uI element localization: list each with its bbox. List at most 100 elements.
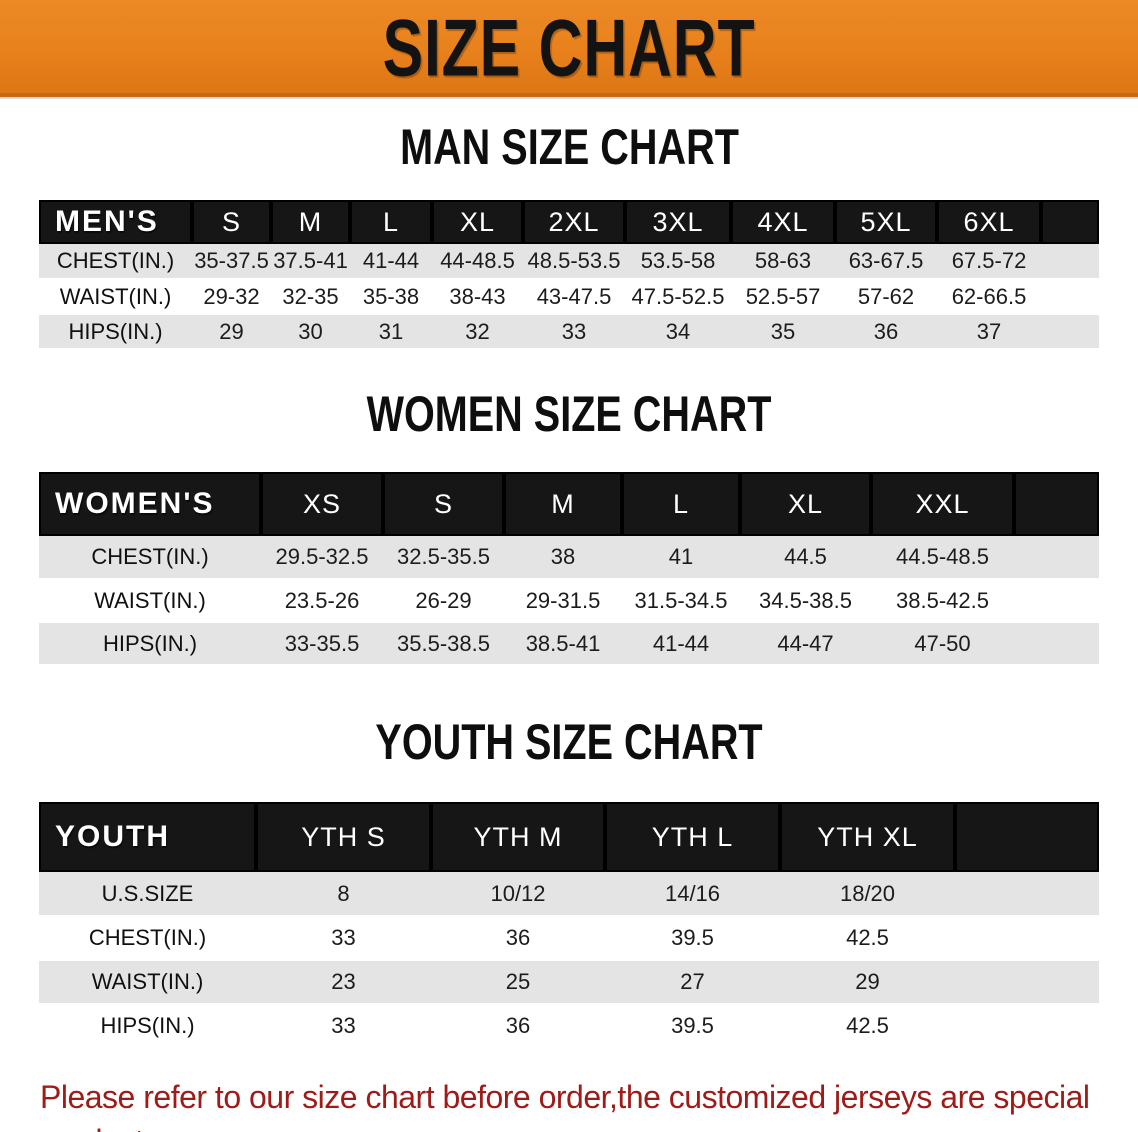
measurement-value: 38.5-42.5 bbox=[896, 587, 989, 613]
measurement-value: 18/20 bbox=[839, 880, 896, 906]
measurement-row-label: WAIST(IN.) bbox=[94, 587, 206, 613]
measurement-value: 29 bbox=[219, 318, 244, 344]
measurement-row: CHEST(IN.) 33 36 39.5 42.5 bbox=[39, 916, 1099, 960]
measurement-value: 57-62 bbox=[857, 283, 915, 309]
measurement-value: 39.5 bbox=[671, 925, 714, 950]
measurement-row: CHEST(IN.) 29.5-32.5 32.5-35.5 38 41 44.5 44.5… bbox=[39, 536, 1099, 579]
size-column-header: S bbox=[192, 200, 271, 244]
measurement-value: 29.5-32.5 bbox=[275, 544, 369, 569]
measurement-value: 31.5-34.5 bbox=[634, 587, 728, 613]
spacer-cell bbox=[955, 872, 1099, 916]
measurement-value: 30 bbox=[298, 318, 323, 344]
size-header-row: YOUTH YTH S YTH M YTH L YTH XL bbox=[39, 802, 1099, 872]
size-column-header: 3XL bbox=[625, 200, 731, 244]
measurement-row: HIPS(IN.) 33-35.5 35.5-38.5 38.5-41 41-44 44-… bbox=[39, 622, 1099, 665]
measurement-value: 43-47.5 bbox=[536, 283, 612, 309]
banner: SIZE CHART bbox=[0, 0, 1138, 97]
size-column-header: 2XL bbox=[523, 200, 625, 244]
measurement-value: 67.5-72 bbox=[951, 248, 1027, 273]
measurement-value: 23 bbox=[331, 969, 356, 994]
measurement-row-label: CHEST(IN.) bbox=[88, 925, 207, 950]
measurement-value: 47-50 bbox=[914, 630, 971, 656]
measurement-value: 44-48.5 bbox=[440, 248, 515, 273]
measurement-value: 47.5-52.5 bbox=[631, 283, 725, 309]
measurement-row-label: CHEST(IN.) bbox=[91, 544, 209, 569]
measurement-value: 25 bbox=[505, 969, 531, 994]
measurement-value: 33 bbox=[331, 925, 356, 950]
table-corner-label: MEN'S bbox=[39, 200, 192, 244]
spacer-cell bbox=[1014, 472, 1099, 536]
size-header-row: MEN'S S M L XL 2XL 3XL 4XL 5XL 6XL bbox=[39, 200, 1099, 244]
size-column-header: S bbox=[383, 472, 504, 536]
youth-section-title: YOUTH SIZE CHART bbox=[0, 715, 1138, 774]
measurement-value: 41 bbox=[668, 544, 694, 569]
measurement-value: 8 bbox=[337, 880, 350, 906]
measurement-row-label: WAIST(IN.) bbox=[59, 283, 172, 309]
spacer-cell bbox=[1041, 244, 1099, 279]
measurement-row-label: U.S.SIZE bbox=[101, 880, 194, 906]
size-column-header: YTH M bbox=[431, 802, 605, 872]
measurement-value: 14/16 bbox=[664, 880, 721, 906]
size-column-header: M bbox=[271, 200, 350, 244]
measurement-value: 38-43 bbox=[449, 283, 506, 309]
measurement-value: 38 bbox=[550, 544, 576, 569]
measurement-value: 42.5 bbox=[846, 925, 889, 950]
spacer-cell bbox=[955, 960, 1099, 1004]
notice-line-1: Please refer to our size chart before or… bbox=[40, 1079, 1090, 1132]
measurement-value: 38.5-41 bbox=[525, 630, 601, 656]
spacer-cell bbox=[955, 916, 1099, 960]
measurement-value: 44-47 bbox=[777, 630, 834, 656]
measurement-row: WAIST(IN.) 23.5-26 26-29 29-31.5 31.5-34.5 34… bbox=[39, 579, 1099, 622]
measurement-value: 48.5-53.5 bbox=[527, 248, 621, 273]
measurement-value: 37 bbox=[976, 318, 1002, 344]
measurement-value: 34.5-38.5 bbox=[759, 587, 852, 613]
measurement-row: HIPS(IN.) 29 30 31 32 33 34 35 36 37 bbox=[39, 314, 1099, 349]
spacer-cell bbox=[1041, 200, 1099, 244]
size-column-header: 5XL bbox=[835, 200, 937, 244]
size-column-header: XL bbox=[740, 472, 871, 536]
measurement-value: 35-37.5 bbox=[194, 248, 269, 273]
spacer-cell bbox=[1014, 579, 1099, 622]
measurement-value: 36 bbox=[505, 925, 531, 950]
measurement-value: 27 bbox=[680, 969, 705, 994]
size-header-row: WOMEN'S XS S M L XL XXL bbox=[39, 472, 1099, 536]
measurement-row-label: CHEST(IN.) bbox=[56, 248, 175, 273]
measurement-value: 32-35 bbox=[282, 283, 339, 309]
spacer-cell bbox=[955, 1004, 1099, 1048]
measurement-value: 39.5 bbox=[671, 1013, 714, 1038]
size-column-header: XS bbox=[261, 472, 383, 536]
measurement-value: 58-63 bbox=[754, 248, 812, 273]
measurement-value: 29-31.5 bbox=[525, 587, 601, 613]
men-size-table: MEN'S S M L XL 2XL 3XL 4XL 5XL 6XL CHEST(IN.) 35-37… bbox=[39, 200, 1099, 350]
measurement-value: 41-44 bbox=[652, 630, 710, 656]
size-column-header: 4XL bbox=[731, 200, 835, 244]
measurement-value: 10/12 bbox=[490, 880, 546, 906]
table-corner-label: WOMEN'S bbox=[39, 472, 261, 536]
measurement-row: WAIST(IN.) 29-32 32-35 35-38 38-43 43-47.5 47.… bbox=[39, 279, 1099, 314]
women-size-section: WOMEN SIZE CHART WOMEN'S XS S M L XL XXL CHEST(… bbox=[0, 384, 1138, 666]
banner-title: SIZE CHART bbox=[382, 3, 756, 94]
measurement-value: 37.5-41 bbox=[273, 248, 348, 273]
measurement-row: WAIST(IN.) 23 25 27 29 bbox=[39, 960, 1099, 1004]
youth-size-section: YOUTH SIZE CHART YOUTH YTH S YTH M YTH L YTH… bbox=[0, 715, 1138, 1049]
size-column-header: L bbox=[350, 200, 432, 244]
measurement-value: 34 bbox=[665, 318, 691, 344]
measurement-value: 41-44 bbox=[362, 248, 420, 273]
measurement-value: 35-38 bbox=[362, 283, 420, 309]
women-section-title: WOMEN SIZE CHART bbox=[0, 384, 1138, 446]
measurement-value: 29-32 bbox=[203, 283, 260, 309]
women-size-table: WOMEN'S XS S M L XL XXL CHEST(IN.) 29.5-32.5 32.5… bbox=[39, 472, 1099, 666]
size-column-header: YTH XL bbox=[780, 802, 955, 872]
measurement-value: 35.5-38.5 bbox=[397, 630, 490, 656]
men-section-title-text: MAN SIZE CHART bbox=[399, 117, 739, 175]
measurement-value: 33 bbox=[561, 318, 587, 344]
measurement-value: 33-35.5 bbox=[284, 630, 360, 656]
measurement-value: 44.5-48.5 bbox=[896, 544, 989, 569]
measurement-row: U.S.SIZE 8 10/12 14/16 18/20 bbox=[39, 872, 1099, 916]
size-column-header: YTH L bbox=[605, 802, 780, 872]
women-section-title-text: WOMEN SIZE CHART bbox=[366, 384, 772, 442]
youth-size-table: YOUTH YTH S YTH M YTH L YTH XL U.S.SIZE 8 10/12… bbox=[39, 802, 1099, 1049]
size-column-header: 6XL bbox=[937, 200, 1041, 244]
size-column-header: M bbox=[504, 472, 622, 536]
